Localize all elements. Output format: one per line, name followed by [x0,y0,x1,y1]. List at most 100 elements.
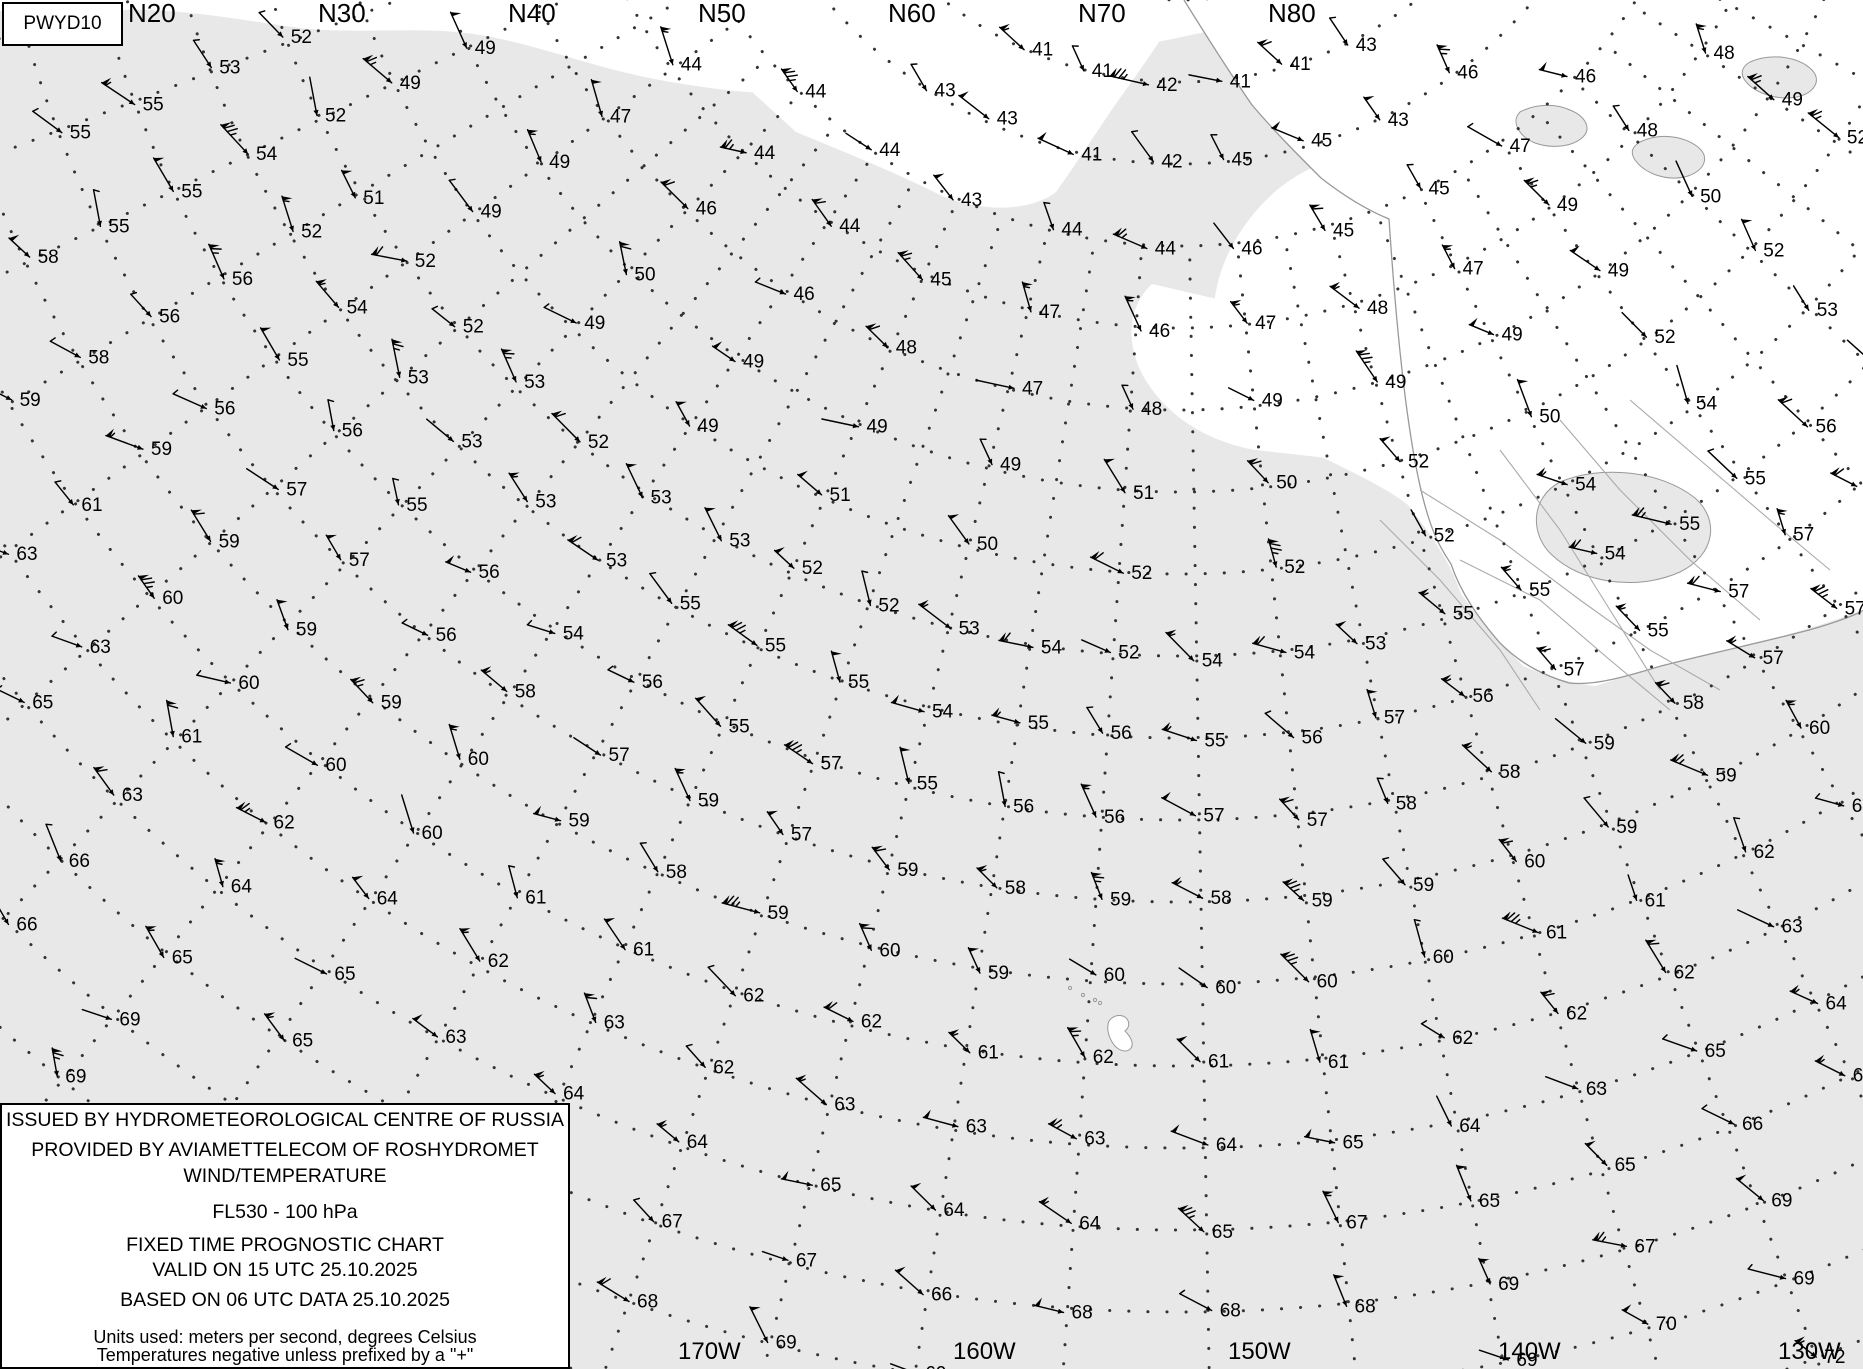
svg-text:55: 55 [1453,604,1474,625]
svg-text:54: 54 [347,297,369,318]
svg-text:55: 55 [917,773,938,794]
svg-text:56: 56 [1816,417,1837,438]
svg-text:68: 68 [1220,1301,1241,1322]
svg-text:64: 64 [563,1084,585,1105]
svg-text:52: 52 [802,558,823,579]
svg-text:65: 65 [334,964,355,985]
svg-text:68: 68 [1355,1296,1376,1317]
svg-text:50: 50 [1539,407,1560,428]
svg-text:62: 62 [1566,1003,1587,1024]
svg-text:49: 49 [698,416,719,437]
svg-text:70: 70 [1656,1314,1677,1335]
svg-text:62: 62 [1754,842,1775,863]
svg-text:50: 50 [1700,186,1721,207]
svg-text:59: 59 [768,903,789,924]
svg-text:59: 59 [219,531,240,552]
svg-text:64: 64 [687,1132,709,1153]
svg-text:44: 44 [1155,239,1177,260]
svg-text:60: 60 [1524,851,1545,872]
svg-text:63: 63 [1586,1079,1607,1100]
svg-text:44: 44 [1061,220,1083,241]
svg-text:53: 53 [651,488,672,509]
svg-text:57: 57 [609,745,630,766]
svg-text:72: 72 [1824,1347,1845,1368]
svg-text:49: 49 [584,313,605,334]
svg-text:60: 60 [1433,947,1454,968]
svg-text:69: 69 [1771,1191,1792,1212]
svg-text:62: 62 [713,1057,734,1078]
svg-text:53: 53 [524,372,545,393]
svg-text:55: 55 [1204,731,1225,752]
svg-text:56: 56 [436,625,457,646]
svg-text:58: 58 [666,862,687,883]
svg-text:56: 56 [342,421,363,442]
svg-text:62: 62 [1093,1047,1114,1068]
svg-text:65: 65 [1343,1133,1364,1154]
svg-text:61: 61 [81,495,102,516]
svg-text:65: 65 [32,692,53,713]
svg-text:59: 59 [1594,733,1615,754]
svg-text:61: 61 [1328,1052,1349,1073]
svg-text:64: 64 [231,877,253,898]
svg-text:57: 57 [349,550,370,571]
svg-text:43: 43 [1356,35,1377,56]
svg-text:57: 57 [791,825,812,846]
svg-text:41: 41 [1230,71,1251,92]
svg-text:47: 47 [610,107,631,128]
svg-text:47: 47 [1255,313,1276,334]
svg-text:59: 59 [569,811,590,832]
svg-text:N50: N50 [698,0,746,28]
svg-text:52: 52 [1118,643,1139,664]
svg-text:45: 45 [1333,220,1354,241]
svg-text:68: 68 [1072,1303,1093,1324]
svg-text:59: 59 [897,860,918,881]
svg-text:50: 50 [634,265,655,286]
svg-text:64: 64 [377,889,399,910]
svg-text:49: 49 [1262,390,1283,411]
svg-text:58: 58 [1499,762,1520,783]
svg-text:63: 63 [834,1095,855,1116]
svg-text:65: 65 [172,947,193,968]
svg-text:52: 52 [415,251,436,272]
svg-text:60: 60 [879,940,900,961]
svg-text:N60: N60 [888,0,936,28]
svg-text:65: 65 [820,1175,841,1196]
svg-text:52: 52 [1284,557,1305,578]
svg-text:45: 45 [1311,131,1332,152]
svg-text:65: 65 [1479,1191,1500,1212]
svg-text:59: 59 [1110,889,1131,910]
svg-text:56: 56 [1104,807,1125,828]
svg-text:47: 47 [1022,378,1043,399]
svg-text:61: 61 [525,888,546,909]
svg-text:59: 59 [1716,765,1737,786]
svg-text:63: 63 [1782,917,1803,938]
svg-text:49: 49 [1385,372,1406,393]
svg-text:65: 65 [1705,1041,1726,1062]
svg-text:43: 43 [997,109,1018,130]
svg-text:49: 49 [549,152,570,173]
svg-text:69: 69 [1794,1269,1815,1290]
svg-text:55: 55 [181,181,202,202]
svg-text:62: 62 [861,1011,882,1032]
svg-text:69: 69 [65,1066,86,1087]
svg-text:52: 52 [1847,128,1863,149]
svg-text:67: 67 [662,1212,683,1233]
svg-text:49: 49 [1608,261,1629,282]
svg-text:48: 48 [1637,120,1658,141]
svg-text:53: 53 [219,58,240,79]
svg-text:63: 63 [16,544,37,565]
svg-text:61: 61 [181,727,202,748]
svg-text:55: 55 [1028,713,1049,734]
svg-text:67: 67 [796,1250,817,1271]
svg-text:49: 49 [743,352,764,373]
svg-text:41: 41 [1092,61,1113,82]
svg-text:45: 45 [930,270,951,291]
svg-text:56: 56 [479,562,500,583]
svg-text:56: 56 [214,399,235,420]
svg-text:59: 59 [1616,817,1637,838]
svg-text:49: 49 [1557,195,1578,216]
svg-text:57: 57 [1728,582,1749,603]
svg-text:64: 64 [1826,993,1848,1014]
svg-text:54: 54 [256,144,278,165]
svg-text:54: 54 [563,623,585,644]
